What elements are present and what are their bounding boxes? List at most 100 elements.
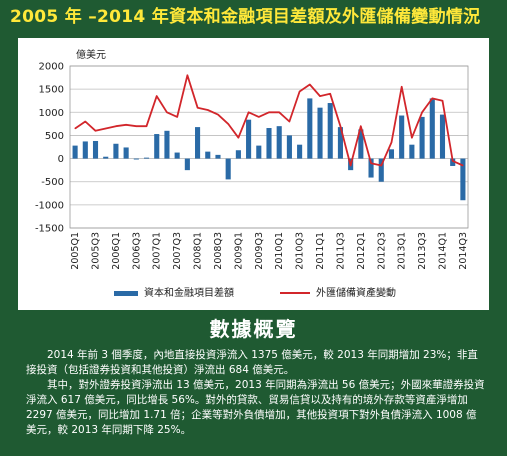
bar-2012Q1	[358, 129, 364, 159]
x-tick-label: 2013Q3	[417, 232, 428, 270]
x-tick-label: 2006Q1	[111, 232, 122, 270]
bar-2009Q4	[266, 128, 272, 159]
bar-2005Q3	[92, 140, 99, 159]
x-tick-label: 2008Q1	[193, 232, 204, 270]
x-tick-label: 2007Q3	[172, 232, 183, 270]
x-tick-label: 2006Q3	[131, 232, 142, 270]
line-point-2011Q4	[350, 164, 352, 167]
legend-bar-swatch	[114, 291, 138, 296]
bar-2013Q1	[399, 115, 405, 159]
y-unit-label: 億美元	[76, 48, 106, 61]
x-tick-label: 2012Q3	[376, 232, 387, 270]
line-point-2011Q3	[339, 125, 342, 127]
line-point-2013Q4	[431, 97, 433, 99]
line-point-2007Q4	[186, 74, 188, 76]
y-tick-label: 500	[45, 131, 64, 142]
bar-2014Q3	[460, 158, 466, 201]
y-tick-label: -1000	[35, 200, 64, 211]
line-point-2008Q4	[227, 123, 229, 125]
x-tick-label: 2009Q3	[254, 232, 265, 270]
bar-2006Q2	[123, 147, 129, 159]
bar-2012Q4	[388, 149, 395, 159]
line-point-2005Q4	[105, 127, 107, 130]
line-point-2009Q1	[237, 137, 239, 139]
x-tick-label: 2014Q1	[437, 232, 448, 270]
bar-2005Q1	[72, 145, 78, 159]
y-tick-label: -500	[41, 177, 64, 188]
line-point-2014Q1	[441, 100, 444, 102]
bar-2008Q4	[225, 158, 231, 180]
bar-2009Q1	[235, 150, 241, 159]
bar-2013Q2	[409, 144, 415, 159]
line-point-2010Q4	[309, 83, 311, 86]
page-title: 2005 年 –2014 年資本和金融項目差額及外匯儲備變動情況	[10, 7, 481, 27]
bar-2007Q2	[164, 130, 170, 159]
bar-2007Q4	[184, 158, 190, 171]
line-point-2013Q2	[411, 137, 413, 139]
line-point-2005Q2	[84, 120, 86, 123]
line-point-2006Q1	[115, 125, 117, 127]
x-tick-label: 2008Q3	[213, 232, 224, 270]
x-tick-label: 2014Q3	[458, 232, 469, 270]
bar-2009Q3	[256, 145, 262, 159]
line-point-2010Q1	[278, 111, 280, 113]
bar-2006Q3	[133, 158, 139, 160]
line-point-2009Q3	[258, 116, 260, 118]
line-point-2005Q1	[74, 127, 76, 130]
bar-2012Q2	[368, 158, 374, 178]
x-tick-label: 2005Q1	[70, 232, 81, 270]
line-point-2007Q3	[176, 116, 178, 118]
line-point-2008Q1	[196, 107, 199, 109]
line-point-2013Q3	[421, 111, 423, 113]
bar-2011Q3	[337, 127, 343, 159]
y-tick-label: 2000	[39, 62, 64, 73]
x-tick-label: 2013Q1	[397, 232, 408, 270]
summary-heading: 數據概覽	[209, 317, 298, 341]
chart-panel: 億美元 2000 1500 1000 500 0 -500 -1000 -1500 2005Q1 2…	[18, 38, 489, 310]
legend-bar-label: 資本和金融項目差額	[144, 286, 234, 299]
bar-2007Q1	[154, 134, 160, 159]
line-point-2013Q1	[401, 86, 403, 88]
bar-2008Q3	[215, 154, 221, 159]
bar-2012Q3	[378, 158, 384, 182]
bar-2008Q1	[195, 127, 201, 159]
bar-2011Q1	[317, 107, 323, 159]
bar-2005Q2	[82, 141, 88, 159]
line-point-2012Q3	[380, 164, 382, 167]
x-tick-label: 2007Q1	[152, 232, 163, 270]
bar-2014Q1	[439, 114, 446, 159]
summary-body: 2014 年前 3 個季度，內地直接投資淨流入 1375 億美元，較 2013 …	[26, 348, 485, 442]
bar-2006Q4	[143, 157, 150, 159]
bar-2010Q1	[276, 126, 282, 159]
line-point-2011Q1	[319, 95, 321, 97]
line-point-2012Q2	[370, 162, 372, 164]
bar-2005Q4	[103, 156, 109, 159]
bar-2013Q3	[419, 116, 425, 159]
axis-layer: 億美元 2000 1500 1000 500 0 -500 -1000 -1500 2005Q1 2…	[35, 48, 469, 270]
bar-2007Q3	[174, 152, 180, 159]
x-tick-label: 2009Q1	[233, 232, 244, 270]
y-tick-label: 1500	[39, 85, 64, 96]
line-point-2009Q2	[247, 111, 250, 113]
x-tick-label: 2012Q1	[356, 232, 367, 270]
title-bar: 2005 年 –2014 年資本和金融項目差額及外匯儲備變動情況	[0, 0, 507, 34]
line-point-2012Q1	[360, 125, 362, 127]
x-tick-label: 2010Q3	[295, 232, 306, 270]
line-point-2006Q2	[125, 124, 127, 126]
line-point-2011Q2	[329, 93, 331, 95]
line-point-2014Q3	[462, 164, 464, 167]
chart: 億美元 2000 1500 1000 500 0 -500 -1000 -1500 2005Q1 2…	[35, 48, 469, 299]
line-point-2007Q1	[156, 95, 158, 97]
line-point-2007Q2	[166, 111, 168, 113]
line-point-2010Q3	[299, 90, 301, 93]
line-point-2014Q2	[452, 160, 454, 162]
bar-2010Q3	[297, 144, 303, 159]
line-point-2008Q3	[217, 114, 219, 116]
bar-layer	[72, 98, 466, 201]
summary-paragraph-1: 2014 年前 3 個季度，內地直接投資淨流入 1375 億美元，較 2013 …	[26, 349, 478, 376]
x-tick-label: 2011Q3	[335, 232, 346, 270]
bar-2006Q1	[113, 143, 119, 159]
y-tick-label: 0	[58, 154, 64, 165]
line-point-2006Q4	[145, 125, 148, 127]
